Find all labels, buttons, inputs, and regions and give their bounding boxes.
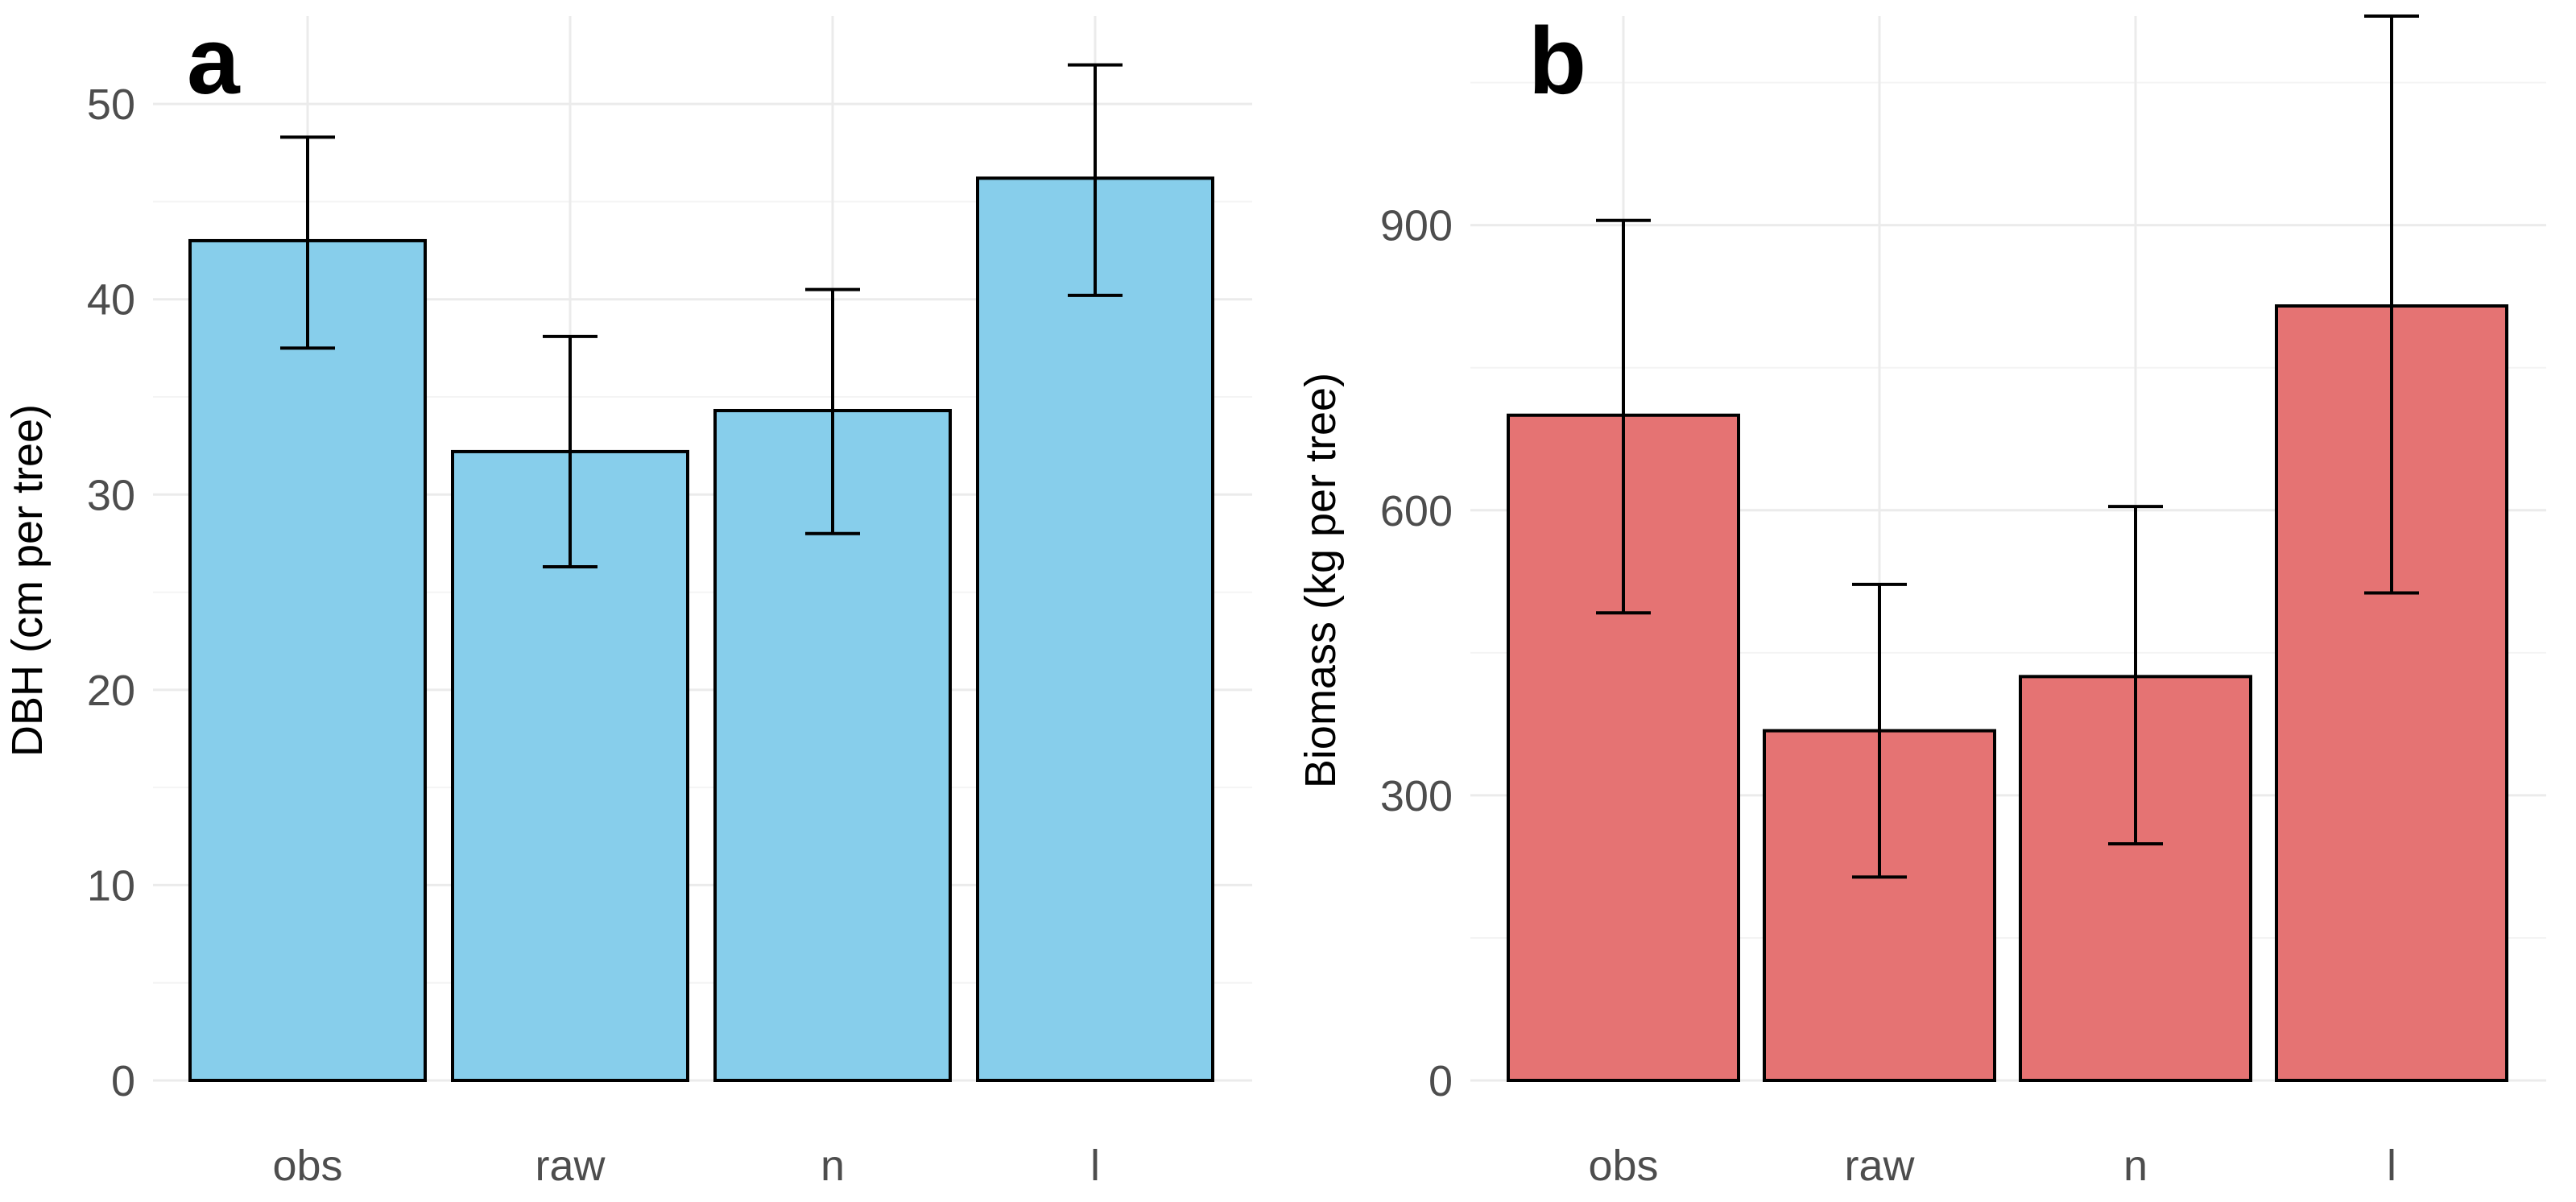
y-tick-label: 50 — [87, 81, 135, 129]
y-tick-label: 300 — [1380, 772, 1453, 820]
x-tick-label: obs — [1588, 1142, 1658, 1190]
error-bar-obs — [1596, 218, 1651, 615]
x-tick-label: l — [2387, 1142, 2396, 1190]
error-bar-raw — [1852, 582, 1907, 879]
y-tick-label: 40 — [87, 276, 135, 324]
y-axis-title: DBH (cm per tree) — [3, 404, 52, 757]
error-bar-l — [1068, 63, 1123, 297]
x-tick-label: raw — [1844, 1142, 1915, 1190]
y-tick-label: 30 — [87, 471, 135, 519]
y-tick-label: 600 — [1380, 487, 1453, 535]
y-axis-title: Biomass (kg per tree) — [1296, 373, 1345, 788]
y-tick-label: 0 — [1429, 1057, 1453, 1105]
x-tick-label: obs — [272, 1142, 342, 1190]
error-bar-obs — [280, 135, 335, 350]
x-tick-label: n — [2123, 1142, 2148, 1190]
x-tick-label: l — [1090, 1142, 1100, 1190]
x-tick-label: raw — [535, 1142, 606, 1190]
y-tick-label: 0 — [111, 1057, 135, 1105]
error-bar-l — [2364, 14, 2419, 595]
error-bar-n — [805, 287, 860, 535]
panel-label: b — [1528, 8, 1586, 114]
panel-label: a — [187, 8, 241, 114]
error-bar-raw — [543, 334, 597, 569]
panel-a-dbh-chart: 0 10 20 30 40 50 obs raw n l DBH (cm per tree) a — [3, 8, 1252, 1190]
y-tick-label: 20 — [87, 667, 135, 715]
bar-l — [976, 176, 1214, 1082]
bar-obs — [188, 238, 427, 1083]
y-tick-label: 900 — [1380, 202, 1453, 250]
panel-b-biomass-chart: 0 300 600 900 obs raw n l Biomass (kg per tree) b — [1296, 8, 2546, 1190]
x-tick-label: n — [821, 1142, 845, 1190]
error-bar-n — [2108, 505, 2163, 846]
y-tick-label: 10 — [87, 861, 135, 910]
